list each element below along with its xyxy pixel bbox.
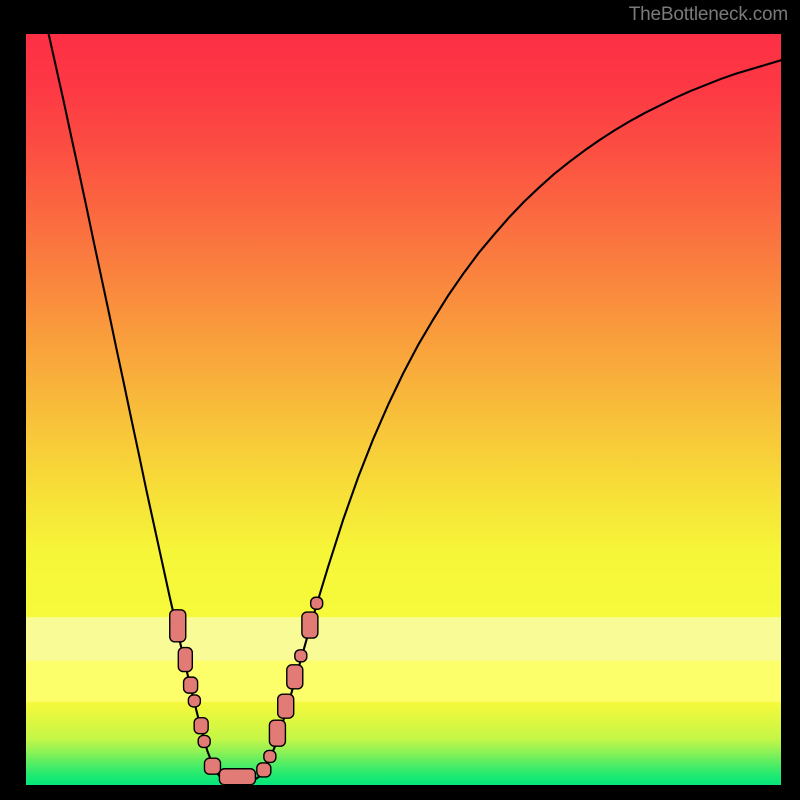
data-marker — [269, 720, 285, 746]
data-marker — [278, 694, 294, 718]
data-marker — [204, 758, 220, 774]
data-marker — [198, 735, 210, 747]
data-marker — [188, 695, 200, 707]
data-marker — [287, 665, 303, 689]
data-marker — [311, 597, 323, 609]
data-marker — [295, 650, 307, 662]
data-marker — [302, 612, 318, 638]
data-marker — [170, 610, 186, 642]
bottleneck-curve — [49, 34, 781, 783]
stage: TheBottleneck.com — [0, 0, 800, 800]
watermark-text: TheBottleneck.com — [629, 4, 788, 26]
data-marker — [178, 648, 192, 672]
plot-area — [26, 34, 781, 785]
frame-bottom — [22, 785, 785, 789]
data-marker — [257, 763, 271, 777]
data-marker — [184, 677, 198, 693]
frame-right — [781, 30, 785, 789]
data-marker — [194, 718, 208, 734]
data-marker — [264, 750, 276, 762]
data-marker — [219, 769, 255, 785]
plot-svg — [26, 34, 781, 785]
